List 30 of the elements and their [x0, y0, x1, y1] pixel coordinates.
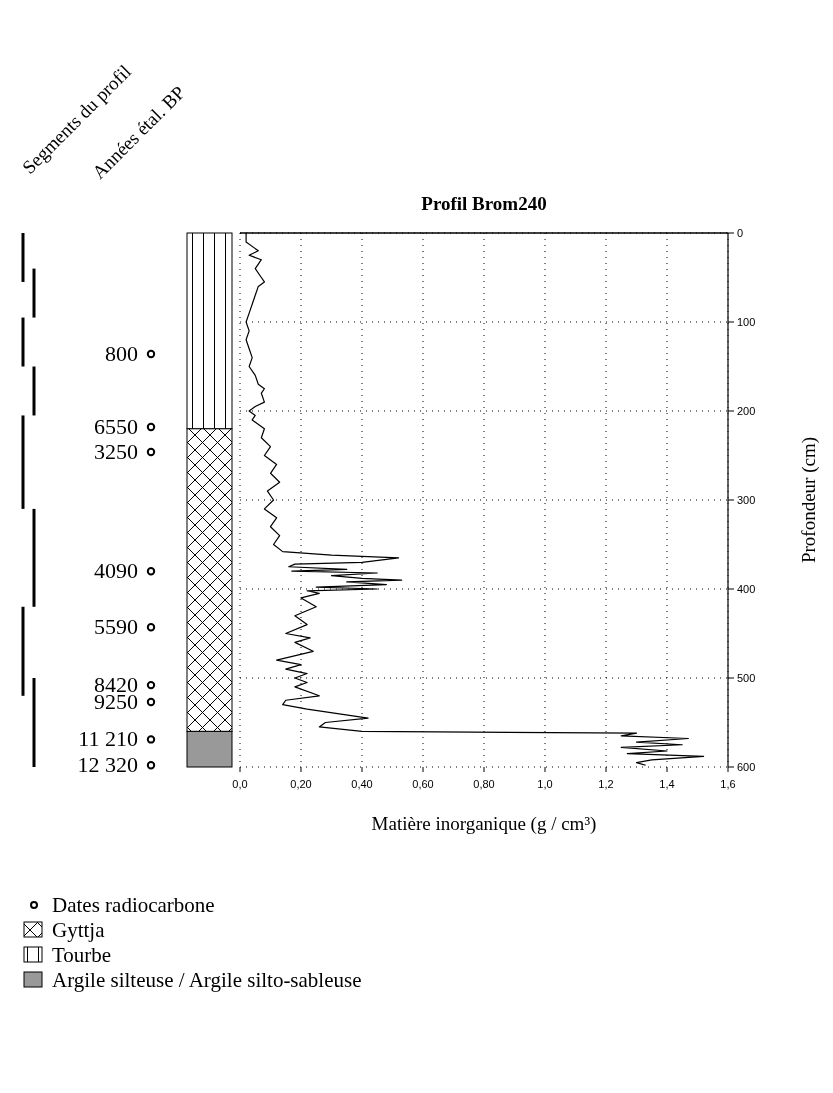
text: Argile silteuse / Argile silto-sableuse [52, 968, 362, 992]
y-tick-label: 400 [737, 583, 756, 595]
text: Gyttja [52, 918, 106, 942]
y-tick-label: 500 [737, 672, 756, 684]
x-tick-label: 0,80 [473, 778, 495, 790]
x-tick-label: 0,40 [351, 778, 373, 790]
text: 800 [105, 341, 138, 367]
x-tick-label: 1,0 [537, 778, 553, 790]
chart-title: Profil Brom240 [421, 193, 547, 214]
y-tick-label: 600 [737, 761, 756, 773]
y-tick-label: 100 [737, 316, 756, 328]
x-tick-label: 0,60 [412, 778, 434, 790]
text: 5590 [94, 614, 138, 640]
y-tick-label: 300 [737, 494, 756, 506]
text: 6550 [94, 414, 138, 440]
text: Tourbe [52, 943, 112, 967]
text: 11 210 [78, 726, 138, 752]
text: 3250 [94, 438, 138, 464]
y-axis-title: Profondeur (cm) [798, 436, 820, 564]
x-tick-label: 0,0 [232, 778, 248, 790]
y-tick-label: 0 [737, 227, 744, 239]
y-tick-label: 200 [737, 405, 756, 417]
text: 12 320 [77, 752, 138, 778]
x-tick-label: 1,4 [659, 778, 675, 790]
x-axis-title: Matière inorganique (g / cm³) [371, 813, 597, 835]
x-tick-label: 0,20 [290, 778, 312, 790]
x-tick-label: 1,6 [720, 778, 736, 790]
x-tick-label: 1,2 [598, 778, 614, 790]
text: Dates radiocarbone [52, 893, 215, 917]
text: 4090 [94, 558, 138, 584]
